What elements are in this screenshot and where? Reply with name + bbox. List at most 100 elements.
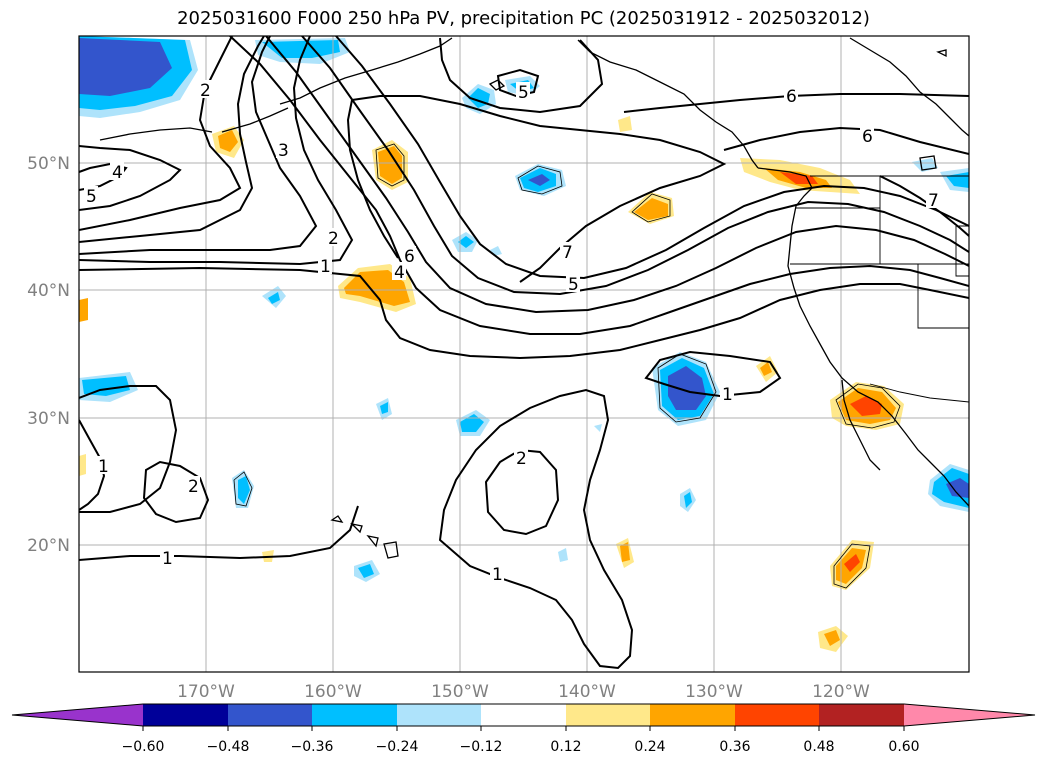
pv-contour xyxy=(351,95,727,283)
pv-contour xyxy=(439,37,604,114)
colorbar-bin xyxy=(481,704,566,726)
coastline xyxy=(577,39,759,169)
positive-anomaly-blob xyxy=(628,192,674,224)
negative-anomaly-blob xyxy=(928,464,969,512)
contour-label: 2 xyxy=(516,449,527,469)
pv-contour xyxy=(438,388,634,670)
lat-tick-label: 30°N xyxy=(27,409,70,429)
colorbar-label: −0.60 xyxy=(122,739,165,755)
border-line xyxy=(790,263,969,329)
colorbar-label: −0.12 xyxy=(460,739,503,755)
contour-label: 2 xyxy=(200,81,211,101)
pv-contour xyxy=(484,448,560,536)
contour-label: 6 xyxy=(862,127,873,147)
lon-tick-label: 160°W xyxy=(304,682,362,702)
anomaly-outlines xyxy=(233,143,901,589)
anomaly-outline xyxy=(835,383,901,429)
colorbar-bin xyxy=(735,704,819,726)
map-title: 2025031600 F000 250 hPa PV, precipitatio… xyxy=(177,8,870,29)
pv-contour xyxy=(265,36,969,314)
border-line xyxy=(869,383,969,403)
contour-label: 4 xyxy=(112,163,123,183)
pv-contour xyxy=(301,36,969,296)
anomaly-outline xyxy=(833,543,871,589)
pv-contour xyxy=(335,36,969,280)
colorbar-label: 0.24 xyxy=(634,739,665,755)
colorbar-bin xyxy=(312,704,397,726)
pv-contour xyxy=(346,99,399,259)
colorbar-bin xyxy=(397,704,481,726)
coastline xyxy=(841,379,881,471)
pv-contour xyxy=(142,460,210,524)
coastline xyxy=(849,37,969,137)
map-frame xyxy=(78,35,970,673)
contour-label: 7 xyxy=(562,243,573,263)
lon-tick-labels: 170°W 160°W 150°W 140°W 130°W 120°W xyxy=(177,682,870,702)
pv-contour xyxy=(79,385,178,513)
pv-contour xyxy=(496,68,540,98)
negative-anomaly-blob xyxy=(376,398,392,420)
pv-contour xyxy=(79,505,359,561)
coastline xyxy=(279,37,453,105)
island xyxy=(330,515,399,559)
contour-label: 1 xyxy=(162,549,173,569)
positive-anomaly-blob xyxy=(212,126,244,158)
contour-label: 2 xyxy=(328,229,339,249)
colorbar-extend-over xyxy=(904,704,1035,726)
colorbar-bin xyxy=(143,704,228,726)
pv-contour xyxy=(79,36,354,266)
lon-tick-label: 150°W xyxy=(431,682,489,702)
contour-label: 5 xyxy=(568,275,579,295)
colorbar-bin xyxy=(650,704,735,726)
colorbar-bin xyxy=(228,704,312,726)
lon-tick-label: 140°W xyxy=(558,682,616,702)
lon-tick-label: 130°W xyxy=(685,682,743,702)
lat-tick-label: 20°N xyxy=(27,536,70,556)
pv-contour xyxy=(79,145,182,211)
colorbar-label: 0.12 xyxy=(550,739,581,755)
coastline xyxy=(919,155,937,171)
anomaly-outline xyxy=(233,471,253,507)
negative-anomaly-blob xyxy=(354,560,380,582)
pv-contour xyxy=(79,162,128,191)
pv-contours xyxy=(79,36,969,670)
lon-tick-label: 120°W xyxy=(812,682,870,702)
anomaly-outline xyxy=(375,143,405,187)
positive-anomaly-blob xyxy=(79,116,778,562)
colorbar-label: −0.48 xyxy=(207,739,250,755)
lat-tick-label: 40°N xyxy=(27,281,70,301)
island xyxy=(488,49,947,91)
anomaly-outline xyxy=(517,165,563,195)
contour-labels: 2 3 4 5 1 2 6 7 5 6 6 7 5 1 xyxy=(84,80,940,585)
anomaly-outline xyxy=(631,193,671,223)
contour-label: 1 xyxy=(722,385,733,405)
colorbar-bin xyxy=(819,704,904,726)
contour-label: 1 xyxy=(98,457,109,477)
contour-label: 6 xyxy=(404,247,415,267)
negative-anomaly-blob xyxy=(652,352,720,426)
pv-contour xyxy=(79,36,318,255)
colorbar-label: 0.60 xyxy=(888,739,919,755)
contour-label: 1 xyxy=(492,565,503,585)
negative-anomaly-blob xyxy=(79,36,198,118)
pv-contour xyxy=(229,36,969,335)
colorbar: −0.60 −0.48 −0.36 −0.24 −0.12 0.12 0.24 … xyxy=(11,703,1036,755)
colorbar-label: −0.24 xyxy=(376,739,419,755)
pv-contour xyxy=(723,126,969,155)
pv-contour xyxy=(623,93,969,113)
lat-tick-labels: 50°N 40°N 30°N 20°N xyxy=(27,154,70,556)
colorbar-extend-under xyxy=(12,704,143,726)
colorbar-label: −0.36 xyxy=(291,739,334,755)
lon-tick-label: 170°W xyxy=(177,682,235,702)
contour-label: 4 xyxy=(394,263,405,283)
negative-anomaly-blob xyxy=(262,286,286,308)
colorbar-bin xyxy=(566,704,650,726)
lat-tick-label: 50°N xyxy=(27,154,70,174)
contour-label: 1 xyxy=(320,257,331,277)
pv-contour xyxy=(644,350,782,398)
contour-label: 2 xyxy=(188,477,199,497)
anomaly-outline xyxy=(657,353,717,423)
pv-contour xyxy=(79,266,969,360)
contour-label: 5 xyxy=(86,187,97,207)
